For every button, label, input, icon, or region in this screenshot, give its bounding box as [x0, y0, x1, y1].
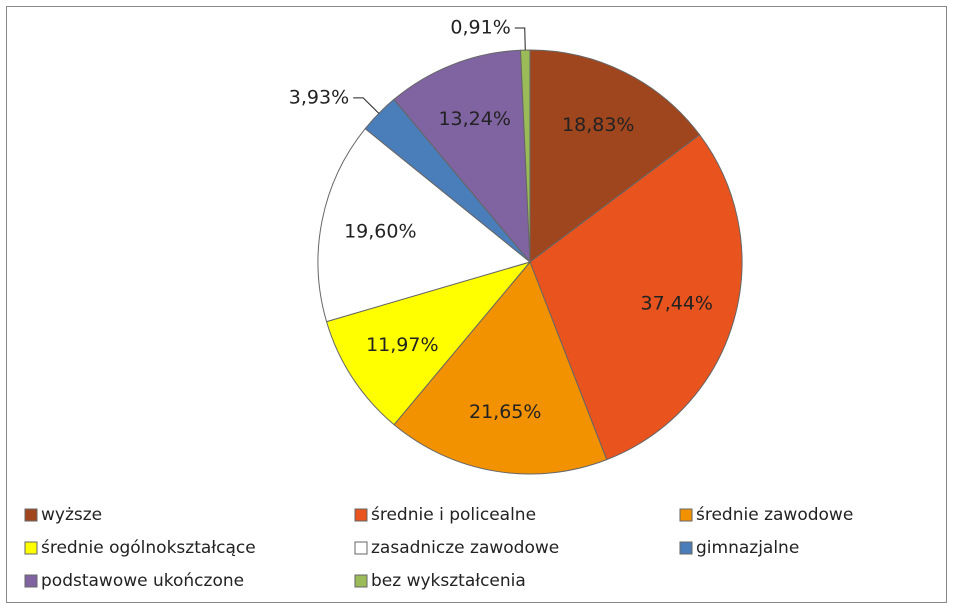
legend-swatch — [354, 508, 368, 522]
legend-swatch — [679, 541, 693, 555]
legend-label: średnie ogólnokształcące — [41, 538, 256, 558]
data-label: 37,44% — [641, 292, 713, 314]
data-label: 13,24% — [438, 108, 510, 130]
legend-label: średnie i policealne — [371, 505, 536, 525]
leader-line — [514, 27, 526, 51]
legend-label: bez wykształcenia — [371, 571, 526, 591]
data-label: 0,91% — [450, 17, 510, 39]
legend-label: gimnazjalne — [696, 538, 799, 558]
pie-slice — [325, 261, 532, 426]
legend-swatch — [354, 541, 368, 555]
legend-swatch — [354, 574, 368, 588]
legend-label: średnie zawodowe — [696, 505, 853, 525]
pie-slice — [317, 127, 532, 323]
data-label: 11,97% — [366, 334, 438, 356]
pie-slice — [529, 134, 743, 461]
data-label: 18,83% — [562, 114, 634, 136]
legend-swatch — [24, 508, 38, 522]
data-label: 3,93% — [289, 86, 349, 108]
legend-swatch — [679, 508, 693, 522]
legend-swatch — [24, 574, 38, 588]
pie-slice — [393, 49, 531, 264]
leader-line — [353, 97, 380, 114]
legend-label: zasadnicze zawodowe — [371, 538, 559, 558]
pie-slice — [529, 49, 701, 263]
legend-label: wyższe — [41, 505, 102, 525]
data-label: 21,65% — [469, 401, 541, 423]
legend-label: podstawowe ukończone — [41, 571, 244, 591]
pie-slice — [393, 261, 608, 475]
legend-swatch — [24, 541, 38, 555]
data-label: 19,60% — [344, 221, 416, 243]
